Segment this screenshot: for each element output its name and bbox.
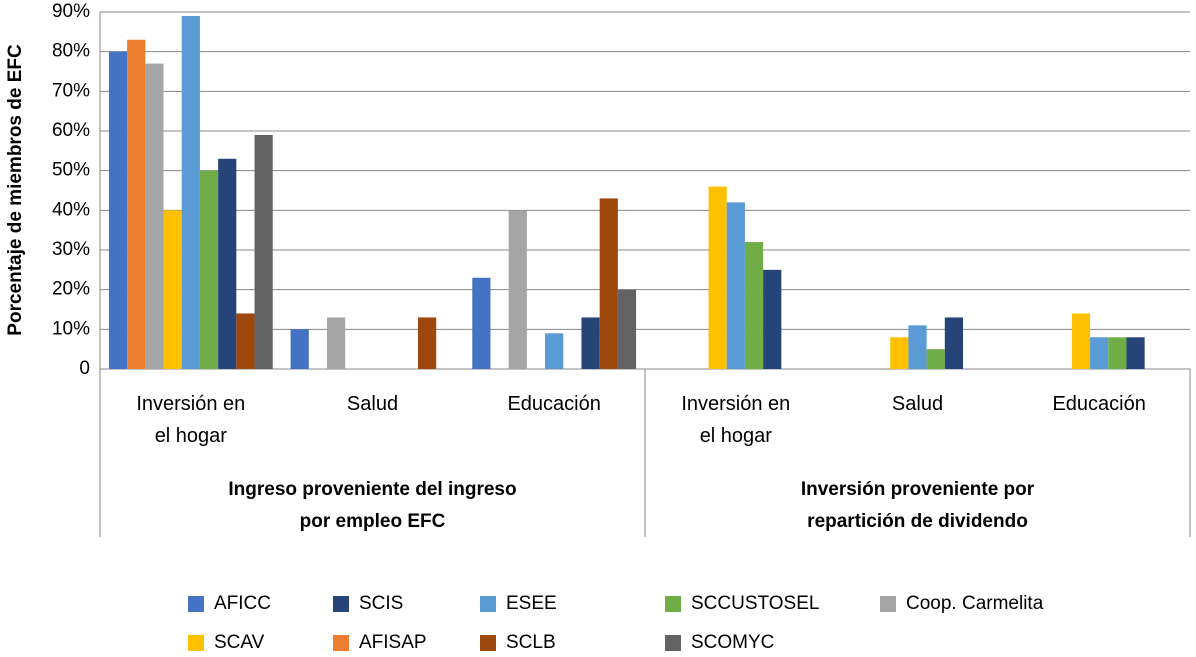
legend-label: AFICC [214,593,271,614]
bar [181,15,200,369]
legend-swatch [188,596,204,612]
x-tick-label: Salud [891,393,944,415]
bar [472,277,491,369]
bar [1126,337,1145,369]
bar [218,158,237,369]
y-tick-label: 30% [52,239,90,260]
bar [236,313,255,369]
bar [617,289,637,369]
bar [763,269,782,369]
y-tick-label: 20% [52,279,90,300]
legend-swatch [333,596,349,612]
bar [418,317,437,369]
bar [581,317,600,369]
bar [327,317,346,369]
bar [890,337,909,369]
bar [744,242,764,369]
y-tick-label: 50% [52,160,90,181]
legend-label: SCAV [214,632,265,653]
legend-label: ESEE [506,593,557,614]
y-tick-label: 80% [52,41,90,62]
bar [908,325,927,369]
x-tick-label: Inversión en el hogar [136,393,246,447]
y-tick-label: 70% [52,80,90,101]
x-tick-label: Salud [346,393,399,415]
legend-label: SCCUSTOSEL [691,593,819,614]
bar [163,210,182,369]
y-tick-label: 60% [52,120,90,141]
bar [545,333,564,369]
y-axis-title: Porcentaje de miembros de EFC [5,44,26,336]
legend-label: AFISAP [359,632,427,653]
bar [145,63,164,370]
x-tick-label: Educación [1052,393,1146,415]
y-tick-label: 90% [52,1,90,22]
legend-label: SCIS [359,593,403,614]
bar [1090,337,1109,369]
legend-swatch [188,635,204,651]
x-tick-label: Inversión en el hogar [681,393,791,447]
bar [1071,313,1091,369]
legend-label: SCLB [506,632,556,653]
bar [508,210,527,369]
legend-swatch [480,635,496,651]
legend-label: Coop. Carmelita [906,593,1044,614]
y-tick-label: 10% [52,318,90,339]
bar [254,134,273,369]
bar [108,51,128,370]
group-label: Inversión proveniente por repartición de… [800,479,1035,532]
y-tick-label: 40% [52,199,90,220]
legend-swatch [665,596,681,612]
bar [1108,337,1127,369]
legend-swatch [665,635,681,651]
x-tick-label: Educación [507,393,601,415]
bar [199,170,219,369]
bar [944,317,963,369]
bar [127,39,146,370]
group-label: Ingreso proveniente del ingreso por empl… [228,479,517,532]
legend-swatch [333,635,349,651]
y-tick-label: 0 [79,358,90,379]
legend-swatch [480,596,496,612]
bar [290,329,309,369]
legend-label: SCOMYC [691,632,774,653]
bar [926,349,945,369]
bar [726,202,745,369]
bar [599,198,618,369]
legend-swatch [880,596,896,612]
bar [708,186,727,369]
